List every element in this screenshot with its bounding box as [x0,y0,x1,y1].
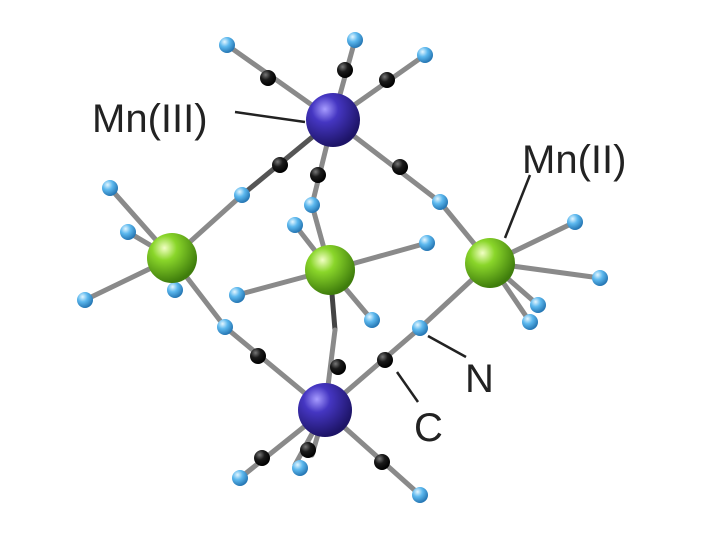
label-n: N [465,357,494,401]
label-c: C [414,406,443,450]
label-mn3: Mn(III) [92,97,208,141]
nitrogen-atoms [77,32,608,503]
label-mn2: Mn(II) [522,138,626,182]
carbon-atoms [250,62,408,470]
leader-lines [234,110,532,403]
mn2-atoms [147,233,515,295]
mn3-atoms [298,93,360,437]
